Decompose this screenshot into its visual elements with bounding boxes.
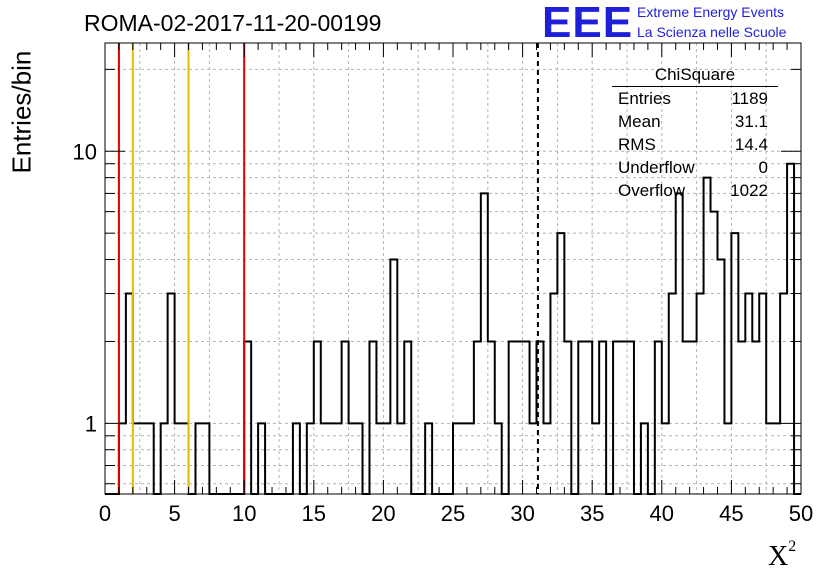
stats-box: ChiSquare Entries 1189 Mean 31.1 RMS 14.4 U…	[610, 64, 780, 202]
histogram-bin	[516, 341, 523, 494]
histogram-bin	[126, 294, 133, 494]
stats-row-overflow: Overflow 1022	[610, 179, 780, 202]
histogram-bin	[620, 341, 627, 494]
axes-layer: 0 5 10 15 20 25 30 35 40 45 50 1 10	[73, 42, 813, 526]
stats-key: RMS	[618, 135, 656, 154]
y-tick-label: 1	[85, 411, 97, 436]
x-tick-label: 25	[441, 501, 465, 526]
histogram-bin	[390, 260, 397, 494]
stats-key: Underflow	[618, 158, 695, 177]
stats-key: Entries	[618, 89, 671, 108]
stats-row-underflow: Underflow 0	[610, 156, 780, 179]
histogram-bin	[564, 341, 571, 494]
histogram-bin	[557, 233, 564, 494]
histogram-bin	[404, 341, 411, 494]
histogram-bin	[655, 341, 662, 494]
x-axis-label: X2	[768, 538, 796, 573]
x-tick-label: 15	[302, 501, 326, 526]
histogram-bin	[599, 341, 606, 494]
stats-divider	[612, 86, 778, 87]
histogram-bin	[488, 341, 495, 494]
histogram-bin	[676, 193, 683, 494]
stats-value: 31.1	[734, 112, 768, 131]
x-tick-label: 45	[719, 501, 743, 526]
histogram-bin	[780, 294, 787, 494]
x-tick-label: 40	[650, 501, 674, 526]
histogram-bin	[537, 341, 544, 494]
histogram-bin	[627, 341, 634, 494]
histogram-bin	[369, 341, 376, 494]
histogram-bin	[759, 294, 766, 494]
histogram-bin	[787, 164, 794, 494]
run-title: ROMA-02-2017-11-20-00199	[84, 10, 382, 36]
histogram-bin	[585, 341, 592, 494]
histogram-bin	[752, 341, 759, 494]
histogram-bin	[717, 260, 724, 494]
histogram-bin	[697, 294, 704, 494]
histogram-bin	[244, 341, 251, 494]
histogram-bin	[613, 341, 620, 494]
x-tick-label: 30	[510, 501, 534, 526]
histogram-bin	[474, 341, 481, 494]
stats-key: Overflow	[618, 181, 686, 200]
histogram-bin	[704, 178, 711, 494]
stats-row-rms: RMS 14.4	[610, 133, 780, 156]
x-tick-label: 0	[99, 501, 111, 526]
x-tick-label: 10	[232, 501, 256, 526]
logo-tagline-2: La Scienza nelle Scuole	[637, 24, 787, 40]
stats-value: 1189	[731, 89, 768, 108]
x-axis-label-base: X	[768, 541, 789, 572]
histogram-bin	[745, 294, 752, 494]
histogram-bin	[711, 212, 718, 494]
histogram-bin	[550, 294, 557, 494]
logo-tagline-1: Extreme Energy Events	[637, 4, 785, 20]
eee-logo: EEE Extreme Energy Events La Scienza nel…	[542, 0, 832, 48]
y-tick-label: 10	[73, 139, 97, 164]
histogram-bin	[342, 341, 349, 494]
reference-lines-layer	[117, 43, 539, 494]
histogram-bin	[731, 233, 738, 494]
histogram-bin	[738, 341, 745, 494]
eee-logo-mark: EEE	[542, 0, 634, 47]
histogram-bin	[314, 341, 321, 494]
histogram-bin	[669, 294, 676, 494]
stats-value: 14.4	[734, 135, 768, 154]
histogram-bin	[683, 341, 690, 494]
stats-row-mean: Mean 31.1	[610, 110, 780, 133]
histogram-bin	[523, 341, 530, 494]
x-tick-label: 35	[580, 501, 604, 526]
stats-title: ChiSquare	[654, 65, 736, 84]
x-tick-label: 20	[371, 501, 395, 526]
stats-value: 0	[758, 158, 768, 177]
histogram-bin	[509, 341, 516, 494]
x-tick-label: 50	[789, 501, 813, 526]
y-axis-label: Entries/bin	[6, 50, 37, 174]
histogram-bin	[578, 341, 585, 494]
histogram-bin	[168, 294, 175, 494]
stats-row-entries: Entries 1189	[610, 87, 780, 110]
histogram-bin	[690, 341, 697, 494]
x-tick-label: 5	[168, 501, 180, 526]
stats-key: Mean	[618, 112, 661, 131]
histogram-bin	[481, 193, 488, 494]
stats-value: 1022	[730, 181, 768, 200]
x-axis-label-superscript: 2	[788, 538, 797, 555]
